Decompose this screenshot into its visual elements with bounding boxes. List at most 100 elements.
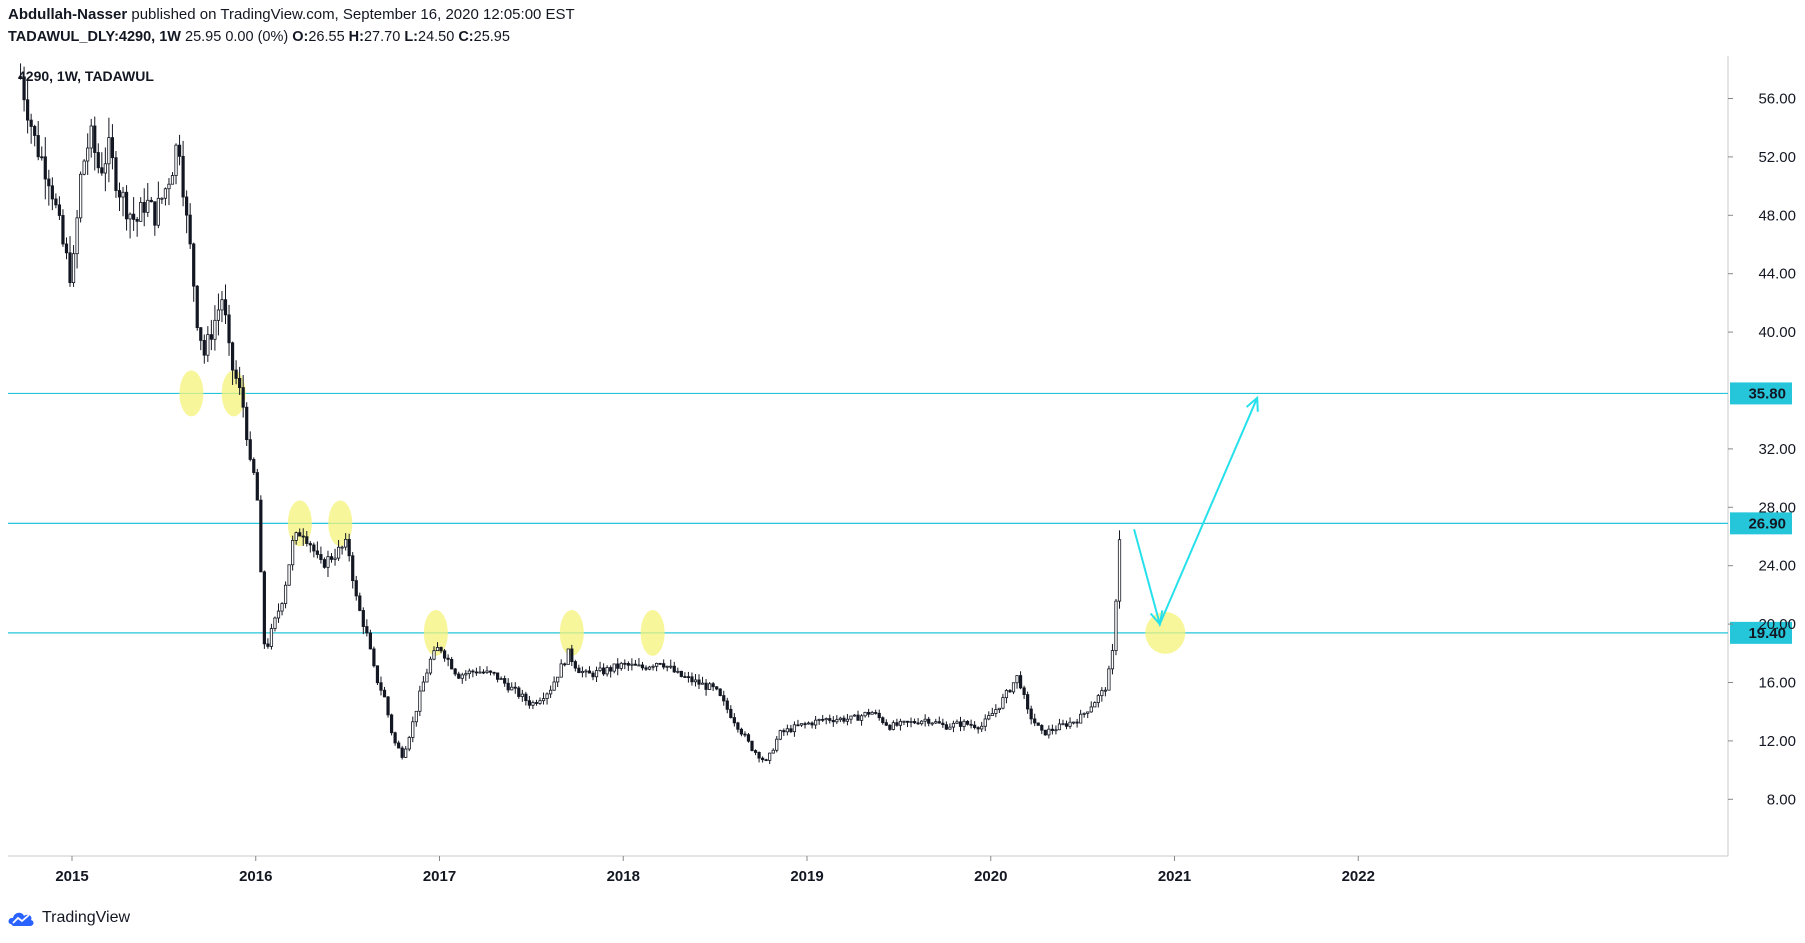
candle [513, 682, 517, 694]
candle [867, 708, 871, 718]
x-tick-label: 2017 [423, 868, 456, 885]
candle [1050, 724, 1054, 735]
candle [442, 648, 447, 662]
candle-body [135, 219, 139, 222]
candle-body [803, 723, 807, 726]
candle-body [690, 676, 694, 683]
candle-body [156, 197, 160, 226]
candle [739, 727, 744, 737]
candle-body [980, 725, 984, 730]
candle-body [351, 555, 355, 582]
candle-body [1033, 718, 1037, 724]
brand-label: TradingView [42, 909, 131, 926]
candle [672, 661, 676, 673]
candle [732, 713, 736, 727]
y-tick-label: 24.00 [1758, 558, 1796, 575]
candle-body [287, 564, 291, 586]
candle-body [82, 160, 86, 175]
candle [1047, 725, 1051, 739]
candle [1089, 701, 1093, 713]
candle [68, 236, 72, 287]
candle-body [29, 119, 33, 127]
candle-body [1075, 721, 1079, 724]
candle [460, 672, 464, 684]
candle-body [1057, 723, 1062, 731]
candle [644, 665, 648, 671]
candle-body [520, 693, 524, 697]
candle-body [199, 327, 203, 341]
candle [128, 212, 132, 239]
candle [704, 679, 708, 696]
candle-body [216, 309, 221, 321]
candle [467, 668, 471, 679]
candle-body [1103, 689, 1107, 692]
candle-body [163, 188, 168, 199]
candle [556, 676, 560, 688]
candle-body [729, 708, 733, 718]
candle [153, 201, 157, 236]
candle [824, 717, 828, 725]
candle [655, 662, 659, 672]
candle-body [524, 693, 528, 702]
candle [291, 535, 295, 571]
candle-body [269, 628, 274, 647]
candle-body [1029, 708, 1033, 720]
candle [471, 669, 475, 678]
candle [82, 159, 86, 176]
candle [425, 668, 429, 683]
highlight-ellipse [287, 500, 312, 547]
publish-info: Abdullah-Nasser published on TradingView… [8, 6, 575, 23]
candle [54, 193, 58, 209]
candle [796, 719, 800, 727]
candle [223, 284, 228, 324]
candle-body [206, 334, 210, 356]
candle [230, 341, 235, 385]
candle [485, 666, 489, 674]
candle [389, 713, 394, 736]
candle [976, 726, 980, 734]
candle [1026, 691, 1030, 714]
candle-body [898, 720, 903, 726]
candle [792, 721, 797, 737]
candle-body [177, 144, 182, 157]
open-value: 26.55 [308, 29, 345, 45]
candle-body [884, 722, 888, 726]
candle [312, 542, 316, 558]
candle [633, 660, 638, 666]
candle-body [142, 201, 146, 213]
candle-body [619, 662, 623, 669]
candle-body [414, 710, 418, 723]
candle-body [902, 720, 906, 723]
candle [761, 756, 765, 763]
candle [372, 646, 376, 668]
candle-body [365, 626, 369, 634]
candle-body [223, 299, 228, 316]
candle-body [110, 137, 115, 159]
candle [393, 731, 397, 746]
candle [283, 581, 288, 609]
candle [990, 707, 994, 716]
candle-body [305, 536, 309, 544]
candle-body [1001, 697, 1005, 709]
candle [400, 745, 404, 760]
candle-body [637, 664, 641, 667]
tradingview-brand[interactable]: TradingView [8, 908, 130, 928]
candle [163, 187, 168, 206]
candle-body [577, 667, 581, 674]
candle-body [86, 147, 90, 162]
candle-body [965, 720, 970, 725]
candle-body [1093, 702, 1097, 708]
candle [379, 676, 383, 696]
candle [146, 182, 150, 217]
candle-body [167, 183, 171, 190]
candle-body [764, 759, 768, 762]
candle-body [630, 663, 634, 666]
candle [368, 629, 372, 650]
candle [909, 717, 913, 728]
candle-body [587, 670, 592, 674]
candle-body [1117, 539, 1122, 602]
author-name: Abdullah-Nasser [8, 6, 128, 23]
candle-body [831, 720, 835, 723]
candle [838, 716, 842, 723]
